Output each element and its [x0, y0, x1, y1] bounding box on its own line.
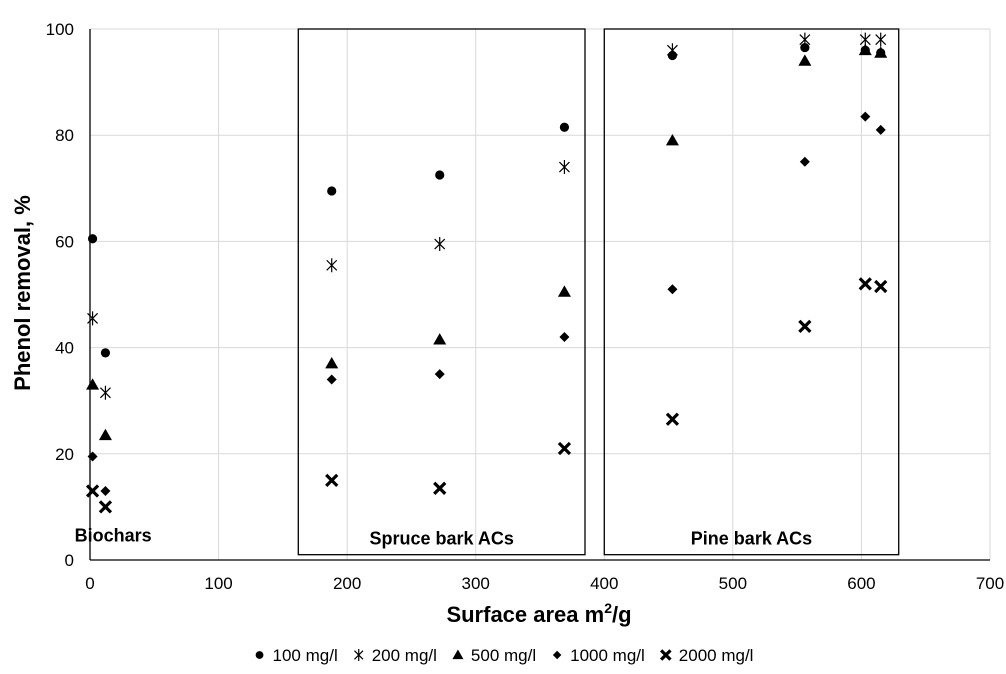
data-point-asterisk: [799, 32, 811, 47]
data-point-diamond: [87, 451, 98, 462]
tick-label-layer: 0 100 200 300 400 500 600 700 0 20 40 60 80 100: [46, 20, 1005, 593]
data-point-triangle: [433, 333, 447, 345]
legend-marker-circle: [255, 651, 264, 659]
legend-item-500-mg-l: 500 mg/l: [452, 646, 536, 665]
legend: 100 mg/l 200 mg/l 500 mg/l 1000 mg/l 2000 mg…: [255, 646, 754, 665]
data-point-triangle: [86, 378, 100, 390]
data-point-circle: [87, 234, 98, 244]
biochars-annotation: Biochars: [75, 525, 152, 545]
data-point-diamond: [434, 369, 445, 380]
x-axis-title-suffix: /g: [612, 602, 632, 627]
data-point-triangle: [325, 357, 339, 369]
y-axis-title: Phenol removal, %: [10, 195, 35, 391]
data-point-diamond: [860, 111, 871, 122]
y-tick-label: 20: [55, 445, 74, 464]
x-tick-label: 100: [204, 574, 232, 593]
series-1000-mg-l: [87, 111, 886, 496]
legend-item-2000-mg-l: 2000 mg/l: [659, 646, 754, 665]
pine-bark-region-box: [603, 28, 900, 556]
x-tick-label: 400: [590, 574, 618, 593]
legend-marker-cross: [659, 649, 672, 661]
data-point-asterisk: [666, 43, 678, 58]
data-point-asterisk: [558, 160, 570, 175]
data-point-cross: [557, 441, 572, 456]
data-point-cross: [433, 481, 447, 495]
data-point-circle: [559, 122, 570, 132]
legend-item-1000-mg-l: 1000 mg/l: [552, 646, 645, 665]
data-point-circle: [327, 186, 337, 196]
legend-item-200-mg-l: 200 mg/l: [354, 646, 437, 665]
y-tick-label: 80: [55, 126, 74, 145]
series-200-mg-l: [87, 32, 887, 400]
legend-marker-triangle: [452, 649, 464, 660]
data-point-diamond: [559, 331, 570, 342]
data-point-cross: [798, 319, 812, 333]
data-point-asterisk: [99, 385, 111, 400]
x-tick-label: 200: [333, 574, 361, 593]
data-point-diamond: [326, 374, 337, 385]
x-tick-label: 600: [847, 574, 875, 593]
spruce-bark-region-box: [297, 28, 586, 556]
data-point-diamond: [875, 124, 886, 135]
series-2000-mg-l: [85, 277, 888, 514]
legend-label: 200 mg/l: [372, 646, 437, 665]
data-point-cross: [85, 484, 100, 498]
data-point-asterisk: [326, 258, 338, 273]
region-layer: Spruce bark ACs Pine bark ACs: [297, 28, 900, 556]
data-point-asterisk: [434, 237, 446, 252]
legend-label: 500 mg/l: [471, 646, 536, 665]
series-500-mg-l: [86, 43, 888, 441]
data-marker-layer: [85, 32, 888, 514]
x-tick-label: 700: [976, 574, 1004, 593]
data-point-circle: [800, 42, 810, 53]
data-point-triangle: [798, 54, 812, 66]
data-point-asterisk: [87, 311, 99, 326]
data-point-diamond: [799, 156, 810, 167]
legend-marker-diamond: [552, 650, 562, 660]
data-point-cross: [858, 277, 872, 291]
data-point-cross: [325, 473, 339, 487]
axis-layer: [89, 29, 990, 561]
legend-label: 1000 mg/l: [570, 646, 645, 665]
x-axis-title: Surface area m2/g: [446, 600, 631, 627]
data-point-cross: [98, 500, 113, 514]
data-point-cross: [665, 412, 680, 426]
annotation-layer: Biochars: [75, 525, 152, 545]
data-point-diamond: [667, 284, 678, 295]
data-point-triangle: [557, 285, 571, 297]
x-tick-label: 300: [462, 574, 490, 593]
data-point-cross: [874, 279, 888, 294]
series-100-mg-l: [87, 42, 886, 358]
x-axis-title-main: Surface area m: [446, 602, 604, 627]
y-tick-label: 60: [55, 232, 74, 251]
data-point-asterisk: [875, 32, 887, 47]
legend-item-100-mg-l: 100 mg/l: [255, 646, 338, 665]
legend-label: 100 mg/l: [273, 646, 338, 665]
x-tick-label: 500: [719, 574, 747, 593]
grid-layer: [90, 28, 991, 560]
spruce-bark-region-label: Spruce bark ACs: [369, 529, 513, 549]
y-tick-label: 0: [65, 551, 74, 570]
y-tick-label: 100: [46, 20, 74, 39]
data-point-triangle: [858, 43, 872, 56]
pine-bark-region-label: Pine bark ACs: [691, 529, 812, 549]
legend-label: 2000 mg/l: [679, 646, 754, 665]
y-tick-label: 40: [55, 339, 74, 358]
data-point-circle: [435, 170, 445, 180]
legend-marker-asterisk: [354, 649, 364, 661]
data-point-triangle: [665, 134, 679, 146]
data-point-triangle: [98, 428, 112, 441]
x-tick-label: 0: [85, 574, 94, 593]
data-point-circle: [100, 348, 111, 358]
data-point-diamond: [100, 485, 111, 496]
data-point-triangle: [874, 46, 888, 58]
x-axis-title-superscript: 2: [604, 600, 612, 616]
